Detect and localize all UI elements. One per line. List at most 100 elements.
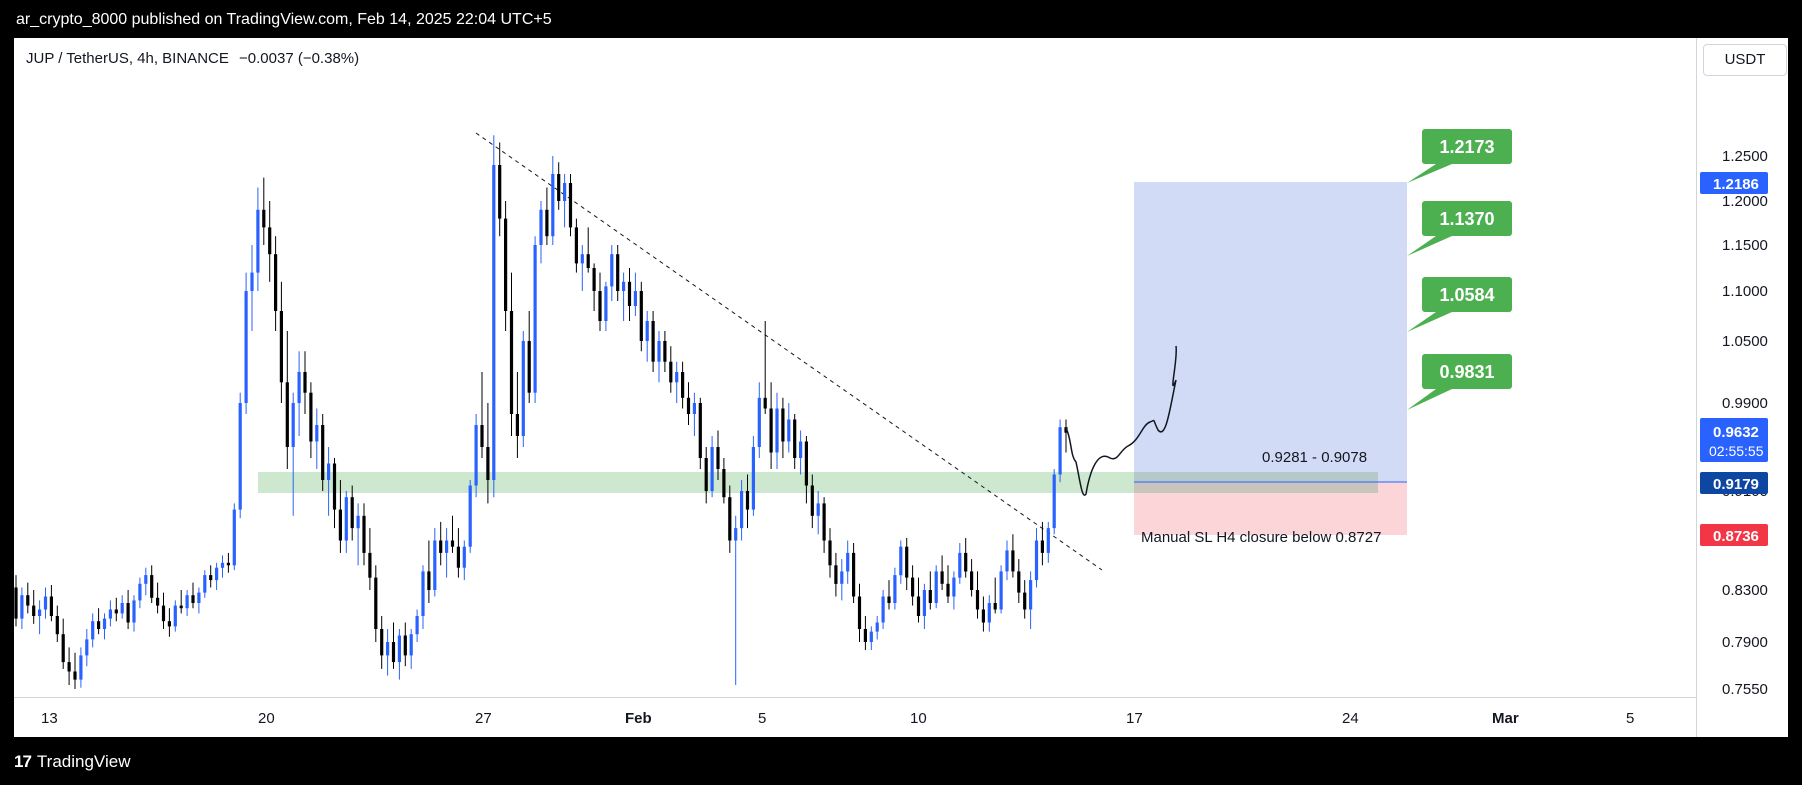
candle-body <box>32 605 36 616</box>
candle-body <box>344 497 348 541</box>
candle-body <box>474 425 478 486</box>
candle-body <box>332 463 337 510</box>
take-profit-2[interactable]: 1.1370 <box>1407 201 1512 256</box>
take-profit-2-value: 1.1370 <box>1439 209 1494 229</box>
candle-body <box>863 629 867 642</box>
price-tag-stop: 0.8736 <box>1700 524 1768 546</box>
brand-name: TradingView <box>36 752 131 771</box>
footer-bar <box>0 737 1802 785</box>
y-tick: 1.0500 <box>1722 333 1768 350</box>
tradingview-brand[interactable]: 17 TradingView <box>14 752 130 772</box>
x-tick: 5 <box>758 710 766 727</box>
candle-body <box>645 321 649 341</box>
candle-body <box>220 562 225 568</box>
candle-body <box>492 165 496 480</box>
candle-body <box>250 272 254 291</box>
tradingview-logo-icon: 17 <box>14 752 32 771</box>
candle-body <box>675 372 679 383</box>
candle-body <box>279 311 283 383</box>
candle-body <box>374 577 378 629</box>
candle-body <box>1052 474 1056 529</box>
candle-body <box>916 596 921 616</box>
candle-body <box>781 408 785 442</box>
y-tick: 1.2000 <box>1722 193 1768 210</box>
candle-body <box>881 596 885 623</box>
candle-body <box>55 616 59 635</box>
candle-body <box>846 552 850 572</box>
projection-path[interactable] <box>1065 345 1178 496</box>
candle-body <box>810 485 814 516</box>
price-tag-entry: 0.9179 <box>1700 472 1768 494</box>
candle-body <box>669 361 673 383</box>
candle-body <box>663 341 667 362</box>
candle-body <box>751 447 755 510</box>
candle-body <box>356 515 360 529</box>
take-profit-4[interactable]: 0.9831 <box>1407 354 1512 410</box>
candle-body <box>940 571 944 584</box>
candle-body <box>480 425 484 447</box>
candle-body <box>710 447 714 491</box>
candle-body <box>946 583 950 597</box>
candle-body <box>73 671 77 680</box>
candle-body <box>97 621 101 629</box>
target-zone[interactable] <box>1134 182 1407 482</box>
candle-body <box>179 605 183 609</box>
candle-body <box>574 227 578 264</box>
x-tick: 10 <box>910 710 927 727</box>
candle-body <box>1058 427 1062 475</box>
candle-body <box>799 441 803 458</box>
candle-body <box>557 174 561 201</box>
candle-body <box>822 503 826 541</box>
candle-body <box>197 592 201 603</box>
symbol-name: JUP / TetherUS, 4h, BINANCE <box>26 50 229 67</box>
x-axis: 13 20 27 Feb 5 10 17 24 Mar 5 <box>41 710 1634 727</box>
y-tick: 0.7550 <box>1722 681 1768 698</box>
x-tick: Feb <box>625 710 652 727</box>
candle-body <box>521 341 525 436</box>
candle-body <box>740 491 744 529</box>
symbol-legend[interactable]: JUP / TetherUS, 4h, BINANCE −0.0037 (−0.… <box>26 50 359 67</box>
candle-body <box>893 575 897 603</box>
candle-body <box>67 662 71 672</box>
support-zone[interactable] <box>258 472 1378 493</box>
candle-body <box>38 609 42 616</box>
candle-body <box>981 609 985 623</box>
price-tag-last: 0.9632 02:55:55 <box>1700 418 1768 462</box>
candle-body <box>539 209 543 245</box>
candle-body <box>309 392 313 442</box>
x-tick: 5 <box>1626 710 1634 727</box>
candle-body <box>793 419 797 458</box>
candle-body <box>108 609 112 619</box>
take-profit-3-value: 1.0584 <box>1439 285 1494 305</box>
candle-body <box>928 590 932 603</box>
candle-body <box>256 209 260 273</box>
price-tag-target-value: 1.2186 <box>1713 176 1759 193</box>
take-profit-1[interactable]: 1.2173 <box>1407 129 1512 183</box>
candle-body <box>173 605 177 627</box>
candle-body <box>1005 550 1009 572</box>
candle-body <box>26 595 30 606</box>
y-tick: 1.1000 <box>1722 283 1768 300</box>
candle-body <box>527 341 531 393</box>
candle-body <box>887 596 891 603</box>
take-profit-4-value: 0.9831 <box>1439 362 1494 382</box>
candle-body <box>203 575 207 593</box>
y-tick: 0.8300 <box>1722 582 1768 599</box>
candle-body <box>610 254 614 287</box>
candle-body <box>686 397 691 414</box>
candle-body <box>657 341 661 362</box>
candle-body <box>970 571 974 590</box>
currency-button[interactable]: USDT <box>1703 44 1787 76</box>
candle-body <box>622 281 626 291</box>
candle-body <box>987 603 991 623</box>
candle-body <box>504 218 508 311</box>
candle-body <box>1046 528 1050 553</box>
candle-body <box>167 621 171 627</box>
candle-body <box>297 372 301 403</box>
price-tag-target: 1.2186 <box>1700 172 1768 194</box>
y-tick: 1.1500 <box>1722 237 1768 254</box>
candle-body <box>445 540 449 553</box>
candle-body <box>150 575 154 598</box>
take-profit-3[interactable]: 1.0584 <box>1407 277 1512 332</box>
